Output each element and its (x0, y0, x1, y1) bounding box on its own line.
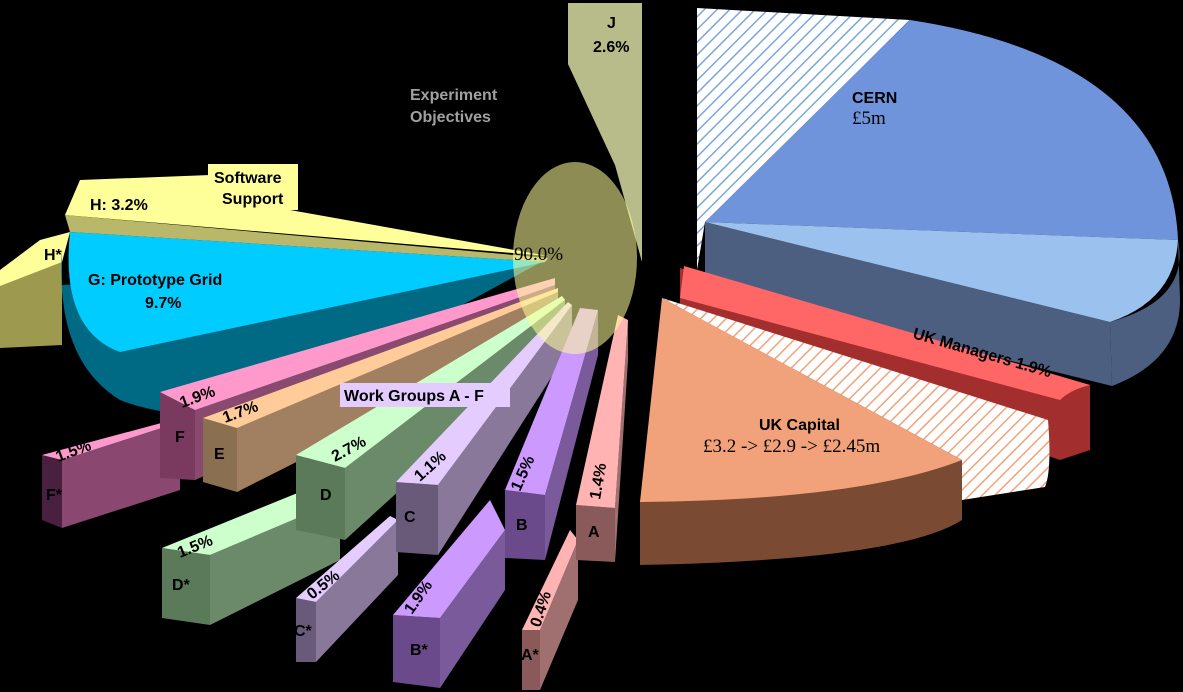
slice-a-pct: 1.4% (587, 462, 610, 501)
slice-b: 1.5% B (505, 308, 598, 560)
slice-b-star-front (440, 530, 505, 688)
slice-e-side (203, 418, 237, 492)
slice-a-top (576, 315, 628, 508)
software-support-box: Software Support (208, 164, 298, 210)
software-support-line2: Support (222, 191, 284, 208)
slice-uk-managers-top (680, 266, 1090, 400)
slice-a-label: A (588, 524, 600, 541)
slice-f-star-label: F* (46, 487, 63, 504)
slice-b-front (545, 310, 598, 560)
objectives-center: 90.0% Experiment Objectives (410, 87, 637, 354)
slice-uk-capital-value: £3.2 -> £2.9 -> £2.45m (703, 436, 880, 457)
slice-f-side (160, 392, 195, 480)
slice-c-star-top (296, 516, 398, 602)
slice-cern-side (705, 222, 1180, 386)
slice-a-side (576, 505, 615, 562)
slice-cern-value: £5m (852, 108, 886, 129)
slice-h-side (65, 215, 548, 262)
slice-j-label: J (607, 15, 616, 32)
slice-h-star-label: H* (44, 247, 63, 264)
slice-c-side (396, 482, 438, 555)
slice-f-top (160, 278, 555, 410)
work-groups-label: Work Groups A - F (344, 388, 484, 405)
slice-cern: CERN £5m (697, 8, 1180, 386)
slice-a: 1.4% A (576, 315, 628, 562)
slice-j-top (568, 3, 642, 262)
slice-c-star-side (296, 598, 316, 662)
slice-e-label: E (214, 446, 225, 463)
slice-h-label: H: 3.2% (90, 197, 148, 214)
slice-uk-capital-label: UK Capital (759, 417, 840, 434)
slice-g-label: G: Prototype Grid (88, 272, 222, 289)
slice-g-top (68, 232, 546, 352)
slice-uk-capital-side (640, 460, 962, 565)
slice-d-star-side (162, 548, 210, 625)
slice-g: G: Prototype Grid 9.7% (61, 232, 546, 416)
slice-b-top (505, 308, 598, 495)
slice-f-star-front (62, 422, 180, 528)
slice-b-star-side (393, 615, 440, 688)
slice-uk-capital-top-hatched (662, 298, 1050, 500)
slice-cern-top-light (705, 222, 1178, 322)
slice-f-star-side (42, 455, 62, 528)
slice-j-pct: 2.6% (593, 39, 629, 56)
software-support-line1: Software (214, 170, 282, 187)
slice-uk-capital-top (640, 298, 962, 502)
objectives-line2: Objectives (410, 109, 491, 126)
slice-a-star-front (540, 540, 578, 690)
slice-d-side (296, 455, 345, 540)
slice-h: H: 3.2% (65, 175, 548, 262)
slice-f-star: 1.5% F* (42, 422, 180, 528)
slice-f-label: F (175, 429, 185, 446)
slice-cern-inner-side (705, 222, 1112, 386)
slice-d-star-label: D* (172, 577, 191, 594)
slice-b-label: B (516, 517, 528, 534)
slice-g-pct: 9.7% (145, 295, 181, 312)
slice-c-label: C (404, 509, 416, 526)
slice-f-star-top (42, 422, 180, 460)
slice-cern-top (705, 20, 1178, 240)
slice-b-star-top (393, 500, 505, 618)
slice-b-star: 1.9% B* (393, 500, 505, 688)
slice-e-top (203, 288, 558, 428)
objectives-line1: Experiment (410, 87, 498, 104)
objectives-ellipse (513, 162, 637, 354)
slice-a-star-top (522, 530, 578, 630)
slice-h-star-top (0, 232, 70, 286)
slice-c-star-front (316, 520, 398, 662)
slice-d-label: D (320, 487, 332, 504)
slice-h-star: H* (0, 232, 70, 348)
slice-cern-label: CERN (852, 90, 897, 107)
slice-uk-capital: UK Capital £3.2 -> £2.9 -> £2.45m (640, 298, 1050, 565)
slice-d-top (296, 296, 565, 468)
slice-a-star-side (522, 630, 540, 690)
slice-j: J 2.6% (568, 3, 642, 262)
slice-b-side (505, 490, 545, 560)
slice-c-star-label: C* (294, 623, 313, 640)
slice-cern-top-hatched (697, 8, 910, 270)
slice-a-front (615, 320, 628, 562)
slice-a-star-label: A* (521, 647, 540, 664)
objectives-pct: 90.0% (514, 244, 563, 265)
slice-c-front (438, 305, 572, 555)
slice-h-top (65, 175, 548, 256)
slice-b-star-label: B* (410, 642, 429, 659)
work-groups-box: Work Groups A - F (340, 383, 510, 407)
slice-a-star: 0.4% A* (521, 530, 578, 690)
slice-d-star-top (162, 492, 340, 555)
